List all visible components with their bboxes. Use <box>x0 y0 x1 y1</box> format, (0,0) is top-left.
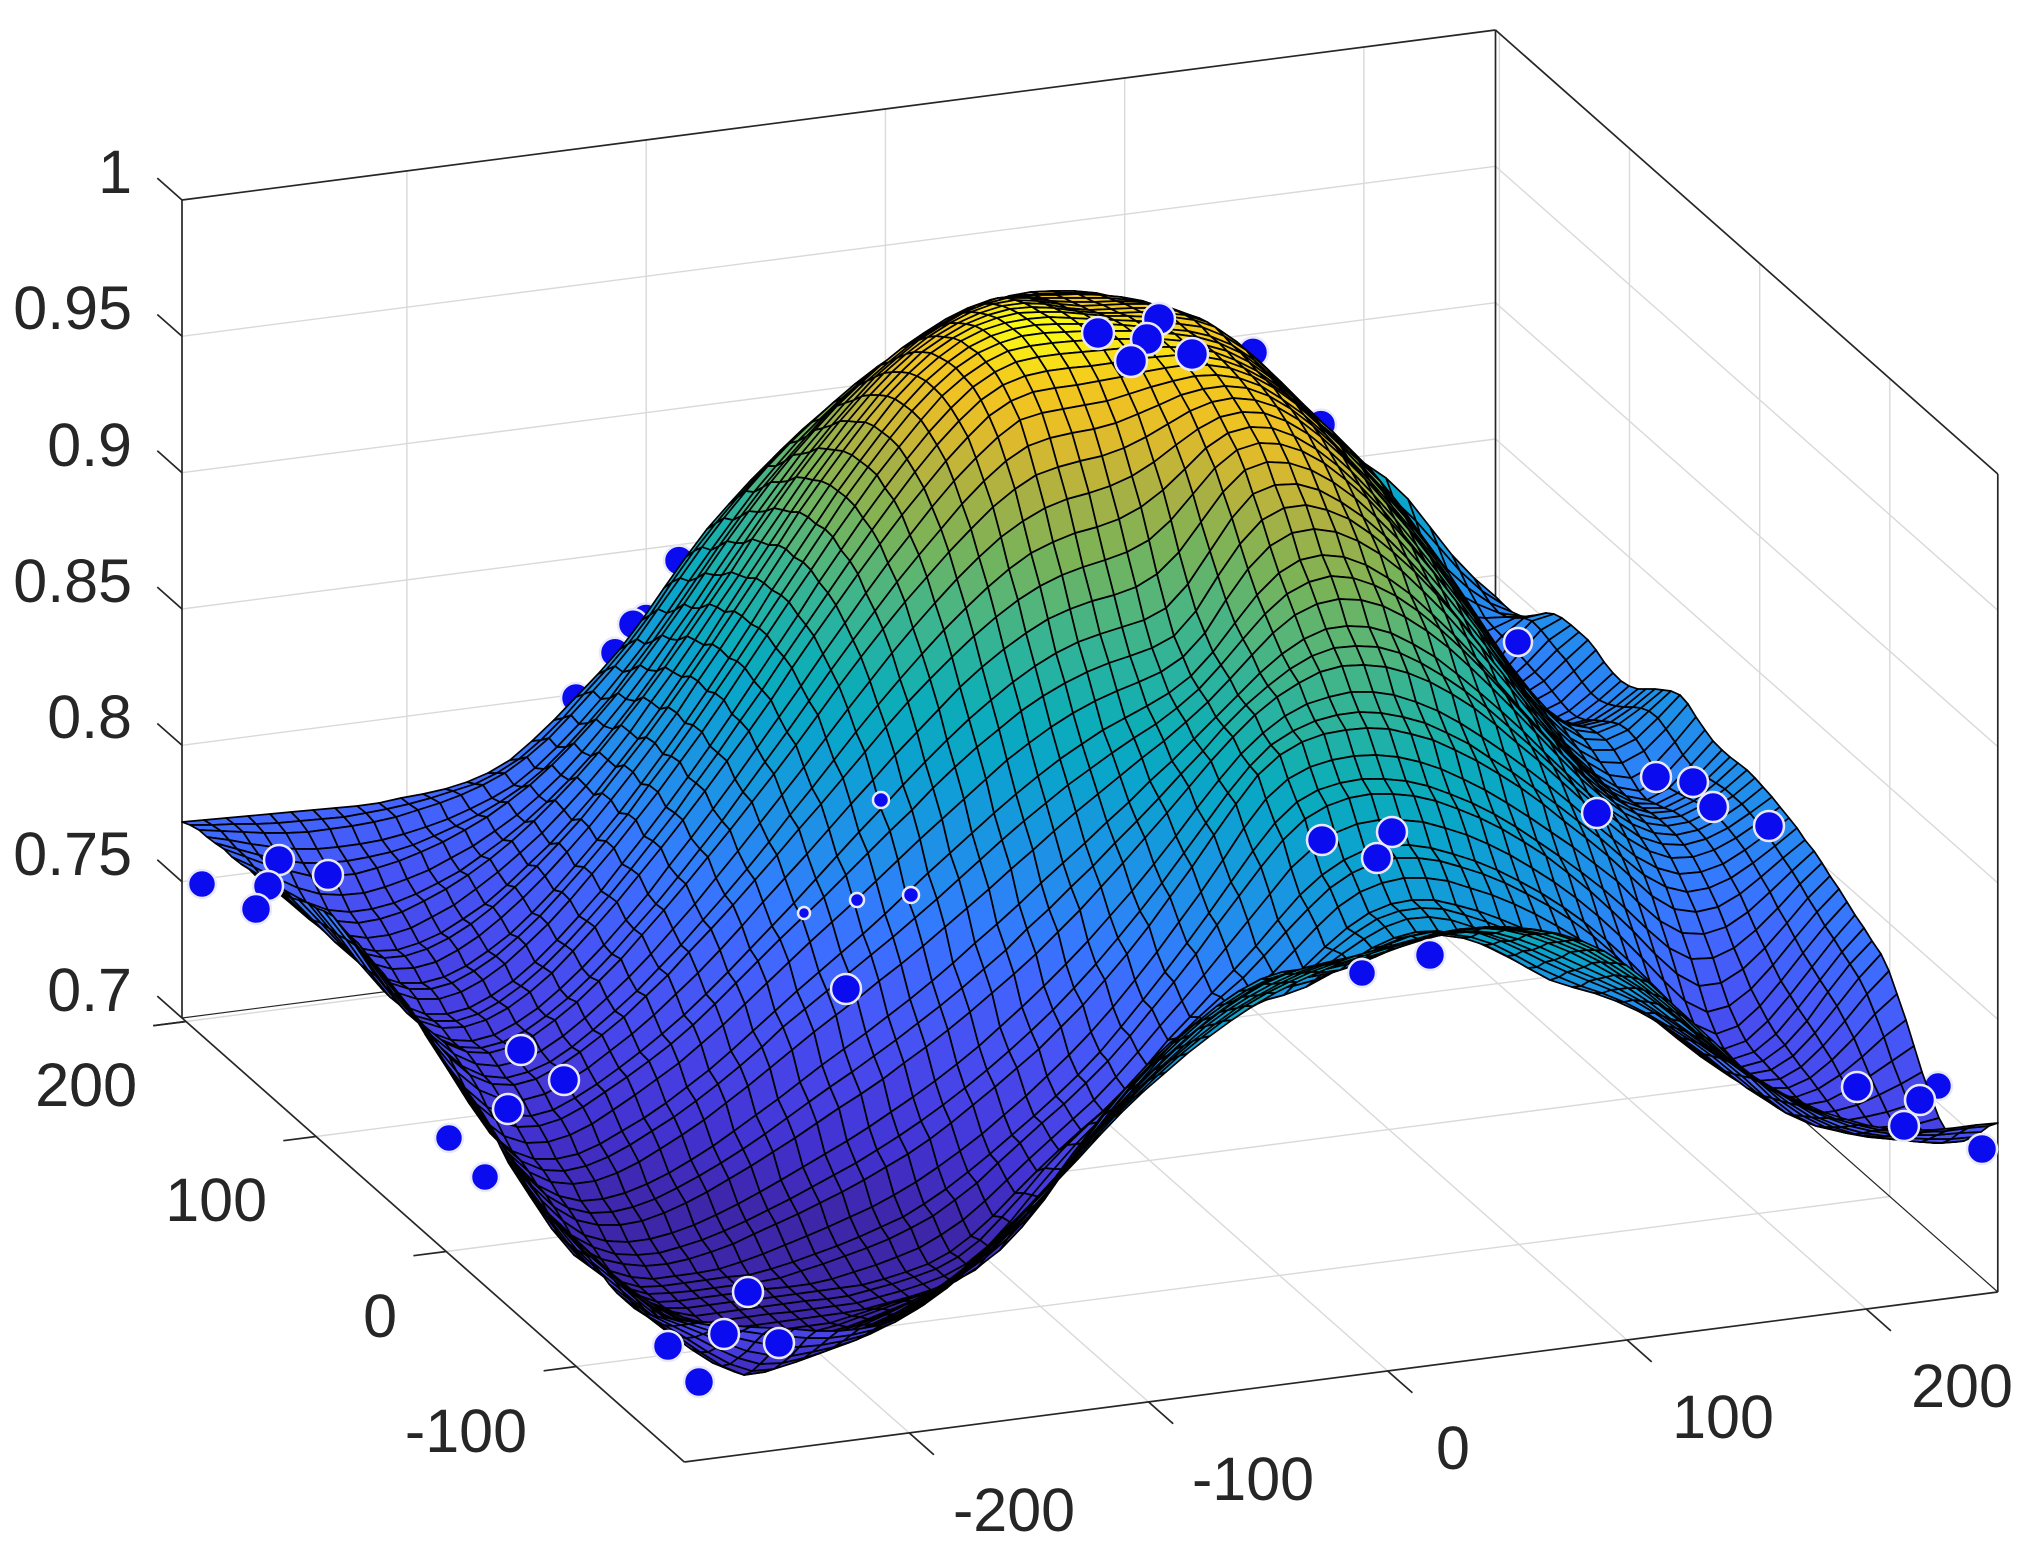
svg-text:100: 100 <box>1672 1383 1774 1451</box>
svg-text:0.95: 0.95 <box>13 274 132 342</box>
svg-text:-100: -100 <box>405 1397 527 1465</box>
svg-text:0.7: 0.7 <box>47 956 132 1024</box>
svg-text:-100: -100 <box>1192 1445 1314 1513</box>
svg-text:0.8: 0.8 <box>47 683 132 751</box>
svg-text:0: 0 <box>363 1282 397 1350</box>
svg-text:0.9: 0.9 <box>47 411 132 479</box>
svg-text:200: 200 <box>35 1051 137 1119</box>
svg-text:200: 200 <box>35 1051 137 1119</box>
svg-text:1: 1 <box>98 138 132 206</box>
svg-text:100: 100 <box>165 1166 267 1234</box>
svg-text:0.75: 0.75 <box>13 820 132 888</box>
svg-text:200: 200 <box>1911 1352 2013 1420</box>
svg-text:0: 0 <box>1436 1414 1470 1482</box>
svg-text:0.85: 0.85 <box>13 547 132 615</box>
svg-text:-200: -200 <box>953 1476 1075 1544</box>
